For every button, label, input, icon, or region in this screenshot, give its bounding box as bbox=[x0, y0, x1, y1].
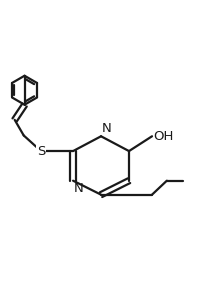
Text: N: N bbox=[74, 181, 83, 194]
Text: S: S bbox=[37, 144, 45, 158]
Text: N: N bbox=[101, 123, 111, 136]
Text: OH: OH bbox=[153, 130, 173, 143]
